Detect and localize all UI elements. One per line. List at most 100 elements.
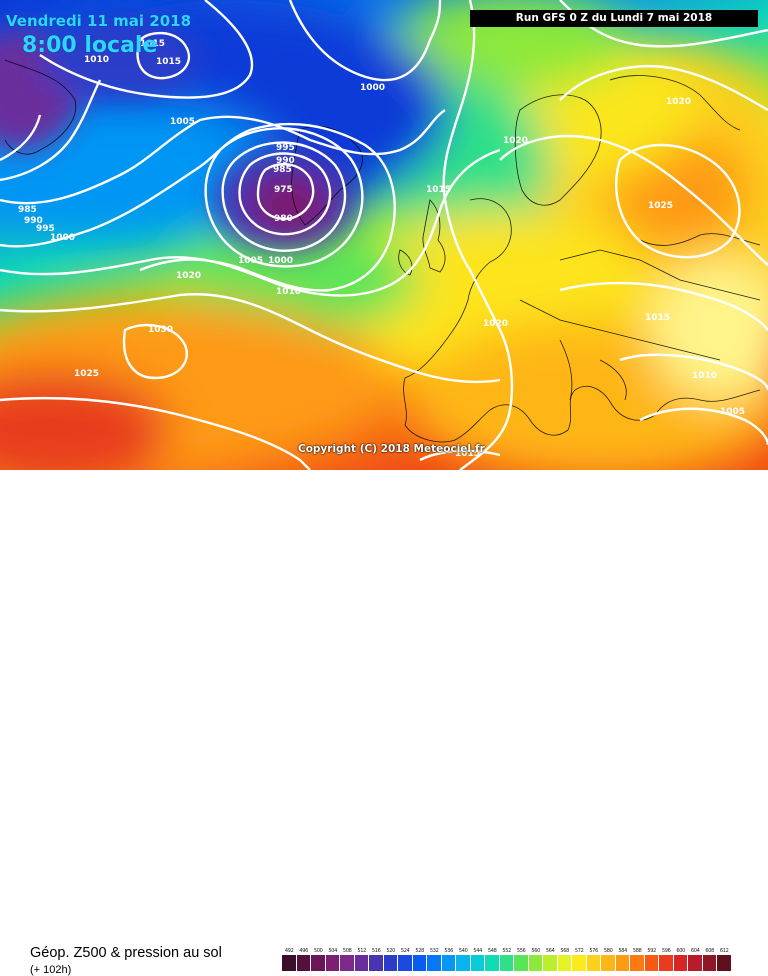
scale-step: 516	[369, 947, 384, 971]
forecast-time: 8:00 locale	[22, 33, 158, 58]
isobar-label: 1015	[645, 313, 670, 323]
scale-value: 604	[690, 948, 700, 954]
scale-step: 556	[514, 947, 529, 971]
scale-step: 584	[615, 947, 630, 971]
isobar-label: 1020	[176, 271, 201, 281]
isobar-label: 1020	[503, 136, 528, 146]
scale-step: 520	[383, 947, 398, 971]
scale-step: 564	[543, 947, 558, 971]
scale-step: 548	[485, 947, 500, 971]
scale-swatch	[630, 955, 645, 971]
isobars	[0, 0, 768, 470]
scale-step: 532	[427, 947, 442, 971]
scale-step: 612	[717, 947, 732, 971]
weather-map: 1010 1015 1015 1000 1005 995 990 985 975 980 985 99…	[0, 0, 768, 470]
scale-value: 536	[444, 948, 454, 954]
scale-swatch	[572, 955, 587, 971]
scale-step: 544	[470, 947, 485, 971]
scale-step: 492	[282, 947, 297, 971]
scale-swatch	[615, 955, 630, 971]
scale-swatch	[601, 955, 616, 971]
isobar-label: 980	[274, 214, 293, 224]
scale-step: 508	[340, 947, 355, 971]
isobar-label: 1025	[648, 201, 673, 211]
scale-value: 500	[313, 948, 323, 954]
scale-swatch	[717, 955, 732, 971]
scale-value: 560	[531, 948, 541, 954]
scale-step: 580	[601, 947, 616, 971]
isobar-label: 1020	[666, 97, 691, 107]
scale-swatch	[311, 955, 326, 971]
isobar-label: 1000	[50, 233, 75, 243]
scale-value: 600	[676, 948, 686, 954]
scale-swatch	[659, 955, 674, 971]
scale-swatch	[412, 955, 427, 971]
scale-swatch	[586, 955, 601, 971]
forecast-lead-time: (+ 102h)	[30, 964, 72, 976]
isobar-label: 1005	[720, 407, 745, 417]
scale-value: 584	[618, 948, 628, 954]
scale-value: 564	[545, 948, 555, 954]
scale-value: 608	[705, 948, 715, 954]
scale-value: 512	[357, 948, 367, 954]
isobar-label: 995	[36, 224, 55, 234]
scale-swatch	[296, 955, 311, 971]
scale-swatch	[557, 955, 572, 971]
product-title: Géop. Z500 & pression au sol	[30, 945, 222, 961]
isobar-labels: 1010101510151000100599599098597598098599…	[18, 39, 745, 459]
scale-value: 492	[284, 948, 294, 954]
isobar-label: 1015	[140, 39, 165, 49]
scale-value: 596	[661, 948, 671, 954]
scale-swatch	[528, 955, 543, 971]
isobar-label: 1015	[455, 449, 480, 459]
scale-step: 600	[673, 947, 688, 971]
scale-swatch	[456, 955, 471, 971]
scale-step: 536	[441, 947, 456, 971]
scale-swatch	[383, 955, 398, 971]
scale-value: 572	[574, 948, 584, 954]
scale-value: 548	[487, 948, 497, 954]
scale-value: 504	[328, 948, 338, 954]
scale-step: 572	[572, 947, 587, 971]
isobar-label: 1010	[276, 287, 301, 297]
scale-value: 588	[632, 948, 642, 954]
isobar-label: 1005	[170, 117, 195, 127]
scale-swatch	[369, 955, 384, 971]
scale-step: 504	[325, 947, 340, 971]
scale-step: 568	[557, 947, 572, 971]
isobar-label: 1025	[74, 369, 99, 379]
scale-value: 552	[502, 948, 512, 954]
isobar-label: 990	[24, 216, 43, 226]
scale-step: 528	[412, 947, 427, 971]
scale-swatch	[340, 955, 355, 971]
isobar-label: 995	[276, 143, 295, 153]
scale-swatch	[688, 955, 703, 971]
model-run-label: Run GFS 0 Z du Lundi 7 mai 2018	[470, 10, 758, 27]
isobar-label: 975	[274, 185, 293, 195]
scale-step: 592	[644, 947, 659, 971]
isobar-label: 1015	[156, 57, 181, 67]
scale-swatch	[644, 955, 659, 971]
scale-step: 512	[354, 947, 369, 971]
scale-value: 556	[516, 948, 526, 954]
forecast-date: Vendredi 11 mai 2018	[6, 12, 192, 30]
isobar-label: 1010	[692, 371, 717, 381]
scale-swatch	[354, 955, 369, 971]
scale-value: 576	[589, 948, 599, 954]
copyright-text: Copyright (C) 2018 Meteociel.fr	[298, 443, 485, 455]
isobar-label: 1015	[426, 185, 451, 195]
scale-swatch	[499, 955, 514, 971]
scale-value: 496	[299, 948, 309, 954]
scale-step: 496	[296, 947, 311, 971]
isobar-label: 985	[273, 165, 292, 175]
geopotential-color-scale: 492 496 500 504 508 512 516 520 524 528 532 536 540 5…	[282, 947, 732, 971]
scale-step: 596	[659, 947, 674, 971]
isobar-label: 990	[276, 156, 295, 166]
scale-value: 592	[647, 948, 657, 954]
scale-swatch	[398, 955, 413, 971]
footer: Géop. Z500 & pression au sol (+ 102h) 49…	[0, 470, 768, 976]
scale-value: 508	[342, 948, 352, 954]
scale-value: 516	[371, 948, 381, 954]
scale-step: 608	[702, 947, 717, 971]
scale-value: 532	[429, 948, 439, 954]
